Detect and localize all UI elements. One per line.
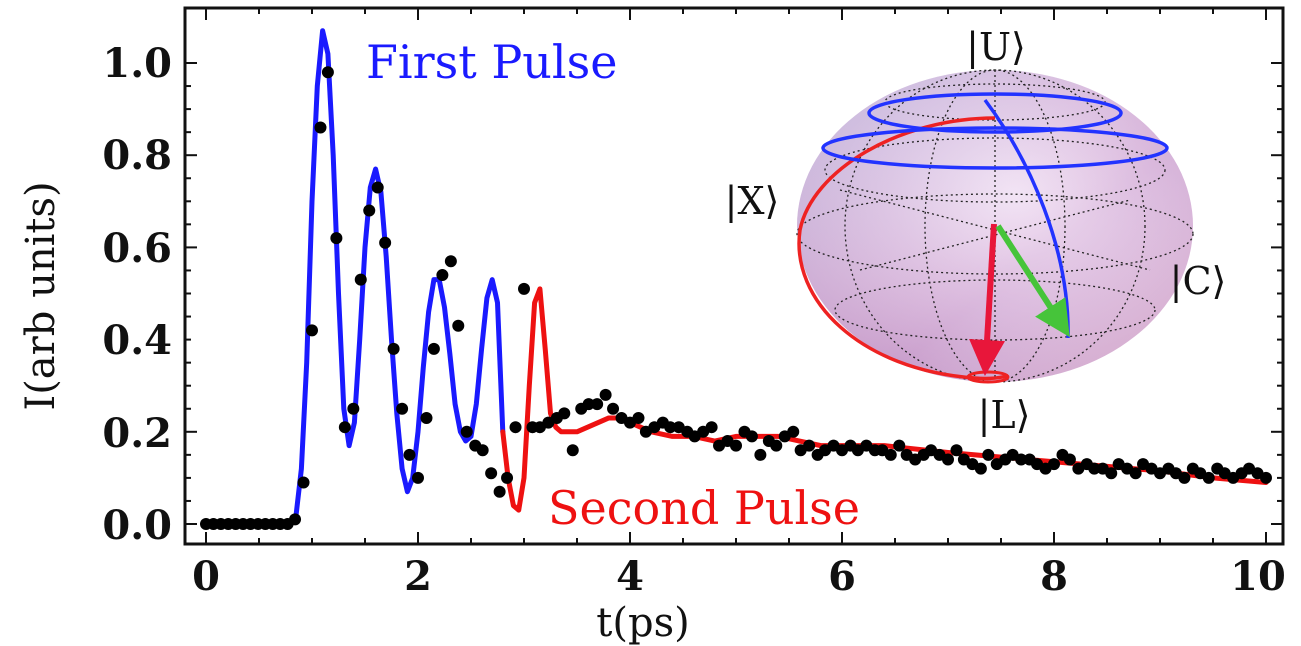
axis-ticks xyxy=(185,8,1283,544)
data-point xyxy=(942,453,954,466)
ket-u-label: |U⟩ xyxy=(966,25,1026,69)
data-point xyxy=(632,411,645,424)
data-point xyxy=(884,448,897,461)
data-point xyxy=(893,439,906,452)
data-point xyxy=(1105,467,1118,480)
y-tick-label-2: 0.4 xyxy=(102,317,172,364)
data-point xyxy=(289,513,302,526)
data-point xyxy=(371,181,384,194)
data-point xyxy=(354,273,367,286)
x-tick-label-1: 2 xyxy=(404,553,432,600)
data-point xyxy=(476,444,489,457)
sphere-equator xyxy=(796,193,1194,275)
bloch-sphere-inset: |U⟩ |X⟩ |C⟩ |L⟩ xyxy=(725,25,1227,437)
data-point xyxy=(501,471,514,484)
data-point xyxy=(754,448,767,461)
data-point xyxy=(803,439,816,452)
data-point xyxy=(582,398,595,411)
data-point xyxy=(1202,471,1215,484)
y-axis-label: I(arb units) xyxy=(18,181,64,410)
data-point xyxy=(982,448,995,461)
data-point xyxy=(436,269,449,282)
data-point xyxy=(403,448,416,461)
data-points xyxy=(200,66,1272,530)
ket-x-label: |X⟩ xyxy=(725,179,780,223)
x-tick-label-3: 6 xyxy=(828,553,856,600)
sphere-axis-diagonal-2 xyxy=(859,199,1131,271)
ket-l-label: |L⟩ xyxy=(978,393,1031,437)
data-point xyxy=(1015,453,1028,466)
first-pulse-label: First Pulse xyxy=(366,35,617,89)
first-pulse-fit-line xyxy=(288,28,506,527)
data-point xyxy=(493,485,506,498)
state-vector-red xyxy=(969,223,1006,376)
data-point xyxy=(485,467,498,480)
data-point xyxy=(460,425,473,438)
ket-c-label: |C⟩ xyxy=(1170,259,1227,303)
data-point xyxy=(379,236,392,249)
data-point xyxy=(558,407,571,420)
x-tick-label-5: 10 xyxy=(1230,553,1286,600)
data-point xyxy=(950,444,963,457)
data-point xyxy=(1260,471,1272,484)
data-point xyxy=(338,421,351,434)
data-point xyxy=(664,421,677,434)
data-point xyxy=(452,319,465,332)
data-point xyxy=(387,342,400,355)
data-point xyxy=(566,444,579,457)
data-point xyxy=(427,342,440,355)
data-point xyxy=(321,66,334,79)
x-tick-label-2: 4 xyxy=(616,553,644,600)
data-point xyxy=(1063,453,1076,466)
state-vector-green xyxy=(995,224,1070,338)
y-tick-label-3: 0.6 xyxy=(102,225,172,272)
data-point xyxy=(412,471,424,484)
first-pulse-loop-lower xyxy=(821,126,1169,170)
data-point xyxy=(770,439,783,452)
data-point xyxy=(1048,458,1060,471)
y-tick-label-5: 1.0 xyxy=(102,40,172,87)
x-axis-label: t(ps) xyxy=(596,600,689,646)
data-point xyxy=(518,282,530,295)
y-tick-label-0: 0.0 xyxy=(102,502,172,549)
data-point xyxy=(314,121,327,134)
data-point xyxy=(1178,471,1191,484)
data-point xyxy=(1088,462,1101,475)
data-point xyxy=(347,402,360,415)
data-point xyxy=(363,204,376,217)
second-pulse-trajectory xyxy=(797,116,1009,381)
data-point xyxy=(591,398,604,411)
sphere-latitude-upper xyxy=(824,137,1166,203)
data-point xyxy=(705,421,718,434)
data-point xyxy=(330,232,343,245)
data-point xyxy=(297,476,310,489)
data-point xyxy=(787,425,800,438)
data-point xyxy=(607,402,620,415)
second-pulse-label: Second Pulse xyxy=(548,481,860,535)
data-point xyxy=(509,421,522,434)
data-point xyxy=(306,324,318,337)
data-point xyxy=(420,411,433,424)
x-tick-label-4: 8 xyxy=(1040,553,1068,600)
data-point xyxy=(1129,467,1142,480)
data-point xyxy=(730,439,742,452)
data-point xyxy=(444,255,457,268)
data-point xyxy=(974,462,987,475)
x-tick-label-0: 0 xyxy=(192,553,220,600)
data-point xyxy=(396,402,409,415)
data-point xyxy=(599,388,612,401)
data-point xyxy=(745,430,758,443)
y-tick-label-4: 0.8 xyxy=(102,132,172,179)
first-pulse-loop-upper xyxy=(867,92,1123,134)
y-tick-label-1: 0.2 xyxy=(102,410,172,457)
